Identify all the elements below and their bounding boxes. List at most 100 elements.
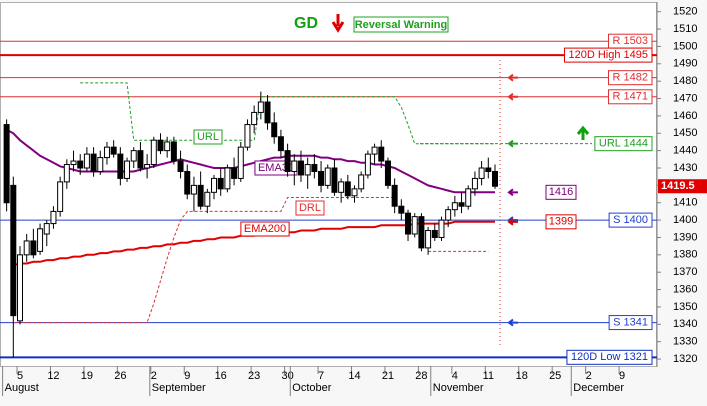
x-tick-label: 5 [17,370,23,382]
level-arrow [507,318,518,327]
candle-body [304,164,311,176]
x-tick-label: 30 [281,370,293,382]
x-tick-label: 16 [215,370,227,382]
y-tick-label: 1470 [673,92,697,104]
y-tick-label: 1450 [673,127,697,139]
candle-body [485,167,492,172]
y-tick-label: 1500 [673,40,697,52]
candle-body [284,150,291,172]
level-label-box [594,136,653,152]
candle-body [291,160,298,172]
candle-body [10,184,17,317]
y-tick-label: 1360 [673,283,697,295]
indicator-label: DRL [299,202,321,214]
candle-body [251,111,258,126]
candle-body [384,160,391,186]
candle-body [471,177,478,190]
level-label-box [608,212,653,228]
y-tick-label: 1480 [673,75,697,87]
candle-body [445,209,452,221]
month-label: October [292,382,331,394]
candle-body [451,202,458,211]
y-tick-label: 1430 [673,162,697,174]
candle-body [371,146,378,155]
level-arrow [507,73,518,82]
candle-body [43,223,50,235]
candle-body [217,177,224,190]
x-tick-label: 25 [549,370,561,382]
candle-body [338,181,345,193]
x-tick-label: 2 [586,370,592,382]
candle-body [224,167,231,190]
month-label: December [573,382,624,394]
candle-body [378,146,385,162]
x-tick-label: 9 [619,370,625,382]
candle-body [90,153,97,172]
level-arrow [507,92,518,101]
candle-body [124,160,131,179]
candle-body [431,230,438,238]
candle-body [77,160,84,169]
indicator-label: URL [197,131,219,143]
indicator-label-box [295,200,325,216]
indicator-value: 1399 [549,216,573,228]
candle-body [177,160,184,172]
x-tick-label: 7 [318,370,324,382]
candle-body [97,157,104,172]
candle-body [170,141,177,162]
candle-body [244,124,251,148]
y-tick-label: 1520 [673,6,697,18]
indicator-line [80,82,495,145]
candle-body [358,174,365,190]
level-label-box [608,89,653,105]
candle-body [364,153,371,176]
level-label: S 1400 [613,214,648,226]
last-price: 1419.5 [661,180,695,192]
indicator-label-box [240,221,290,237]
candle-body [190,184,197,195]
candle-body [83,153,90,169]
candle-body [425,230,432,249]
candle-body [3,124,10,204]
level-label-box [566,349,653,365]
candle-body [465,188,472,207]
indicator-arrow [507,218,518,226]
candle-body [458,202,465,207]
candle-body [110,146,117,155]
y-tick-label: 1490 [673,58,697,70]
month-label: November [433,382,484,394]
y-tick-label: 1320 [673,353,697,365]
candle-body [478,167,485,179]
level-label: 120D Low 1321 [571,351,648,363]
y-tick-label: 1390 [673,231,697,243]
candle-body [63,164,70,183]
candle-body [137,150,144,169]
candle-body [405,212,412,235]
candle-body [237,146,244,179]
y-tick-label: 1440 [673,145,697,157]
x-tick-label: 11 [483,370,494,382]
candle-body [264,101,271,124]
candle-body [103,146,110,159]
x-tick-label: 19 [81,370,93,382]
candle-body [438,219,445,238]
y-tick-label: 1330 [673,336,697,348]
signal: GD [294,15,318,32]
candle-body [271,122,278,138]
candle-body [318,170,325,186]
candle-body [297,160,304,176]
candle-body [418,216,425,249]
x-tick-label: 14 [348,370,360,382]
candle-body [204,191,211,207]
warning-box [353,16,449,33]
x-tick-label: 21 [382,370,394,382]
x-tick-label: 2 [151,370,157,382]
candle-body [157,139,164,152]
y-tick-label: 1340 [673,318,697,330]
level-label: S 1341 [613,316,648,328]
up-arrow [576,125,590,140]
candle-body [331,167,338,193]
candle-body [491,170,498,187]
candle-body [23,240,30,256]
